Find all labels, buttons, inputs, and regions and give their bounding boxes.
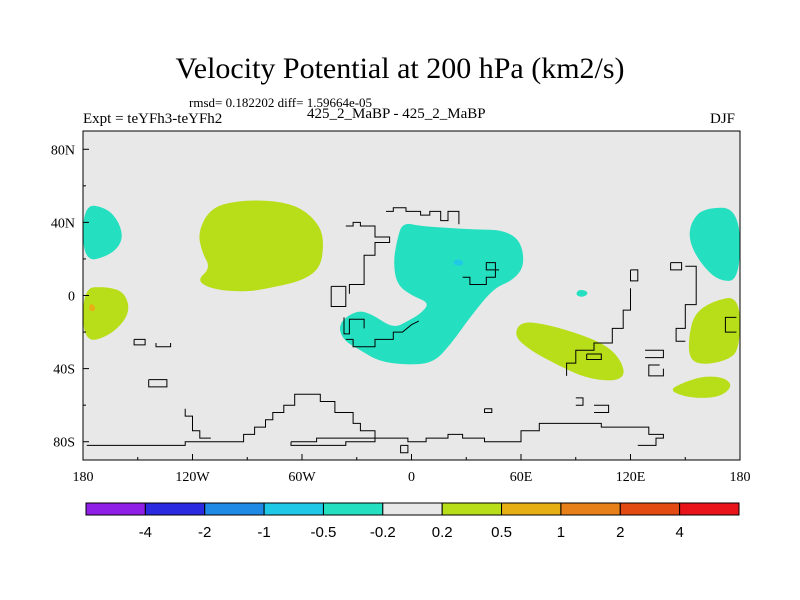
- coastline-13: [724, 316, 737, 333]
- x-tick-label: 180: [73, 470, 94, 485]
- y-tick-label: 80N: [51, 143, 75, 158]
- colorbar-swatch-8: [560, 502, 621, 516]
- contour-region-east-pacific-negative: [689, 207, 740, 281]
- contour-region-africa-asia-blue-spot: [453, 259, 464, 266]
- coastline-3: [343, 317, 365, 335]
- coastline-1: [345, 221, 391, 294]
- map-plot-area: [82, 130, 741, 461]
- colorbar-label: -0.5: [311, 524, 337, 541]
- coastline-18: [86, 393, 664, 446]
- contour-region-indian-ocean-spot-negative: [576, 290, 588, 297]
- colorbar-swatch-6: [441, 502, 503, 516]
- contour-region-indian-ocean-positive: [516, 322, 624, 381]
- coastline-16: [148, 379, 168, 388]
- season-label: DJF: [710, 111, 736, 127]
- y-tick-label: 40S: [53, 363, 75, 378]
- y-tick-label: 80S: [53, 436, 75, 451]
- colorbar-swatch-2: [204, 502, 265, 516]
- coastline-23: [594, 404, 610, 413]
- x-tick-label: 60W: [288, 470, 316, 485]
- coastline-14: [133, 338, 146, 346]
- contour-region-south-pacific-positive: [672, 376, 731, 398]
- colorbar-swatch-3: [263, 502, 324, 516]
- y-tick-label: 40N: [51, 216, 75, 231]
- coastline-4: [345, 320, 420, 348]
- colorbar-label: 4: [675, 524, 683, 541]
- coastline-6: [630, 269, 639, 282]
- colorbar-label: -4: [139, 524, 152, 541]
- coastline-8: [675, 265, 697, 342]
- colorbar-label: -0.2: [370, 524, 396, 541]
- colorbar-label: 1: [557, 524, 565, 541]
- colorbar-label: 2: [616, 524, 624, 541]
- experiment-label: Expt = teYFh3-teYFh2: [83, 111, 223, 127]
- coastline-12: [648, 364, 664, 377]
- colorbar-swatch-1: [144, 502, 206, 516]
- chart-subtitle: rmsd= 0.182202 diff= 1.59664e-05: [189, 95, 373, 110]
- contour-region-west-pacific-negative: [83, 205, 122, 260]
- coastline-15: [155, 343, 172, 348]
- colorbar-label: -1: [257, 524, 270, 541]
- y-tick-label: 0: [68, 290, 75, 305]
- coastline-10: [586, 353, 602, 360]
- coastline-9: [566, 288, 631, 376]
- contour-region-nw-pacific-positive: [199, 200, 323, 292]
- colorbar-swatch-0: [85, 502, 146, 516]
- coastline-11: [645, 349, 664, 359]
- colorbar-label: 0.5: [491, 524, 512, 541]
- colorbar-swatch-5: [382, 502, 443, 516]
- colorbar-swatch-4: [322, 502, 384, 516]
- contour-region-east-pacific-positive: [688, 297, 740, 364]
- x-tick-label: 120W: [175, 470, 210, 485]
- plot-background: [83, 131, 740, 460]
- coastline-0: [386, 207, 460, 225]
- x-tick-label: 180: [730, 470, 751, 485]
- coastline-2: [330, 285, 347, 307]
- chart-title: Velocity Potential at 200 hPa (km2/s): [175, 52, 625, 85]
- colorbar-swatch-7: [501, 502, 562, 516]
- coastline-7: [670, 262, 683, 271]
- coastline-22: [575, 397, 584, 406]
- contour-region-central-pacific-positive: [83, 287, 129, 340]
- colorbar: -4 -2 -1 -0.5 -0.2 0.2 0.5 1 2 4: [85, 502, 740, 541]
- case-label: 425_2_MaBP - 425_2_MaBP: [307, 106, 486, 122]
- coastline-20: [400, 444, 409, 454]
- x-tick-label: 60E: [510, 470, 533, 485]
- colorbar-swatch-10: [679, 502, 740, 516]
- coastline-17: [184, 408, 211, 439]
- coastline-21: [484, 408, 493, 413]
- colorbar-swatch-9: [619, 502, 681, 516]
- coastline-19: [290, 437, 376, 446]
- map-axes: 180 120W 60W 0 60E 120E 180 80N 40N 0 40S 80S: [51, 143, 751, 485]
- colorbar-label: 0.2: [432, 524, 453, 541]
- contour-region-africa-asia-negative: [340, 223, 524, 365]
- contour-region-central-pacific-orange: [89, 304, 96, 312]
- coastline-5: [462, 262, 500, 285]
- x-tick-label: 0: [408, 470, 415, 485]
- colorbar-label: -2: [198, 524, 211, 541]
- x-tick-label: 120E: [616, 470, 646, 485]
